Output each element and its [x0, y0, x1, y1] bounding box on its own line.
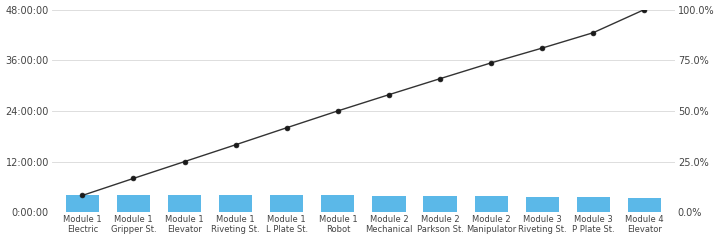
- Bar: [66, 195, 99, 212]
- Point: [76, 193, 88, 197]
- Point: [434, 77, 446, 81]
- Bar: [219, 195, 252, 212]
- Bar: [526, 197, 559, 212]
- Bar: [117, 195, 150, 212]
- Point: [332, 109, 343, 113]
- Point: [536, 46, 548, 50]
- Point: [230, 143, 241, 147]
- Bar: [577, 197, 610, 212]
- Point: [281, 126, 292, 130]
- Bar: [168, 195, 201, 212]
- Point: [485, 61, 497, 65]
- Point: [588, 31, 599, 35]
- Bar: [321, 195, 354, 212]
- Bar: [474, 196, 508, 212]
- Bar: [628, 198, 661, 212]
- Bar: [423, 196, 456, 212]
- Bar: [372, 196, 405, 212]
- Point: [127, 176, 139, 180]
- Point: [179, 160, 190, 163]
- Point: [383, 93, 395, 97]
- Point: [639, 8, 650, 12]
- Bar: [270, 195, 303, 212]
